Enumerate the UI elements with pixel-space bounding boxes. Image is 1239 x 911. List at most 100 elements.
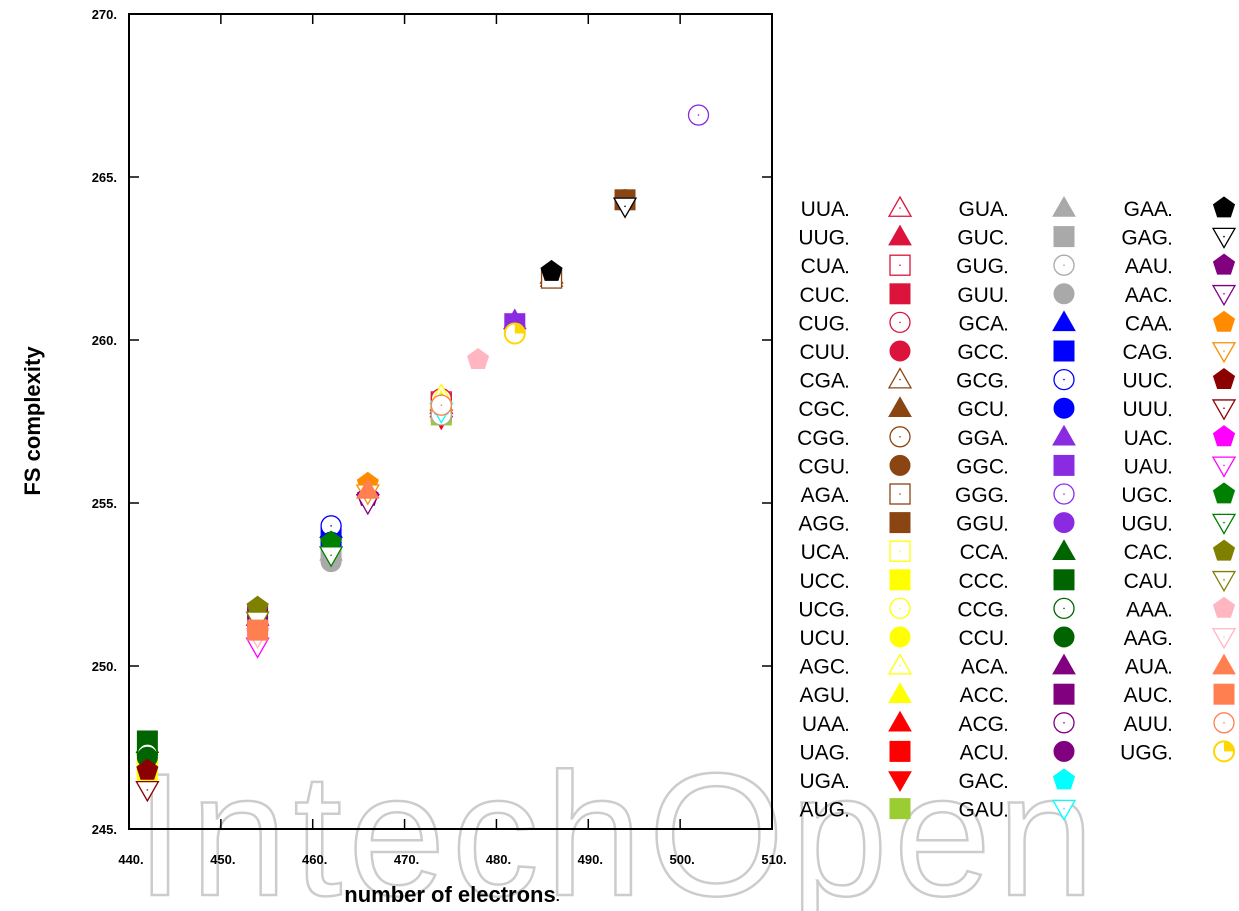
legend-label-dot <box>1005 357 1007 359</box>
legend-marker-gag <box>1211 227 1237 249</box>
legend-marker-acg <box>1053 712 1075 734</box>
legend-marker-cgc <box>888 396 912 417</box>
legend-label-dot <box>846 299 848 302</box>
legend-label: CUA <box>801 255 845 278</box>
legend-label: UCA <box>801 541 845 564</box>
legend-marker-auc <box>1213 683 1235 705</box>
legend-label: AAC <box>1125 284 1168 307</box>
legend-label-dot <box>1005 671 1007 674</box>
legend-label-dot <box>846 414 848 417</box>
legend-marker-agc <box>887 653 913 675</box>
legend-label-dot <box>1169 385 1171 388</box>
legend-label: AGA <box>801 484 845 507</box>
data-point-aaa <box>467 347 490 369</box>
legend-label-dot <box>1169 643 1171 645</box>
legend-label: UUG <box>798 227 845 250</box>
legend-label-dot <box>1169 557 1171 560</box>
legend-label-dot <box>1005 242 1007 245</box>
legend-marker-caa <box>1212 310 1236 332</box>
legend-label-dot <box>846 643 848 645</box>
data-point-auu <box>430 394 452 416</box>
legend-marker-ccu <box>1053 626 1075 648</box>
data-point-uuu <box>135 780 160 803</box>
legend-label: CAU <box>1124 570 1168 593</box>
legend-marker-aac <box>1211 284 1237 307</box>
legend-marker-uug <box>888 224 912 246</box>
x-tick-label: 470. <box>394 852 419 867</box>
legend-label-dot <box>1169 528 1171 531</box>
legend-label: AAU <box>1125 255 1168 278</box>
legend-label: UCC <box>800 570 846 593</box>
y-tick-label: 270. <box>92 7 117 22</box>
y-tick-label: 245. <box>92 822 117 837</box>
legend-marker-aua <box>1212 653 1236 675</box>
y-tick-label: 260. <box>92 333 117 348</box>
legend-marker-cua <box>889 254 911 276</box>
legend-label-dot <box>1005 271 1007 274</box>
legend-label: GAC <box>958 770 1004 793</box>
legend-label: UUC <box>1123 370 1169 393</box>
legend-marker-cac <box>1212 539 1236 561</box>
legend-label: CUC <box>800 284 846 307</box>
legend-marker-cug <box>889 311 911 334</box>
legend-label: UCG <box>798 598 845 621</box>
legend-label: ACU <box>960 741 1004 764</box>
legend-marker-gaa <box>1212 196 1236 218</box>
legend-label-dot <box>1005 414 1007 417</box>
legend-marker-uac <box>1212 425 1236 447</box>
legend-label: GCA <box>958 312 1004 335</box>
legend-label-dot <box>846 471 848 474</box>
legend-marker-aaa <box>1212 596 1236 618</box>
legend-marker-guc <box>1053 226 1075 248</box>
legend-label-dot <box>1005 728 1007 731</box>
legend-label-dot <box>846 500 848 502</box>
legend-marker-ucu <box>889 626 911 648</box>
legend-marker-ccc <box>1053 569 1075 591</box>
legend-label-dot <box>1005 385 1007 388</box>
legend-label-dot <box>846 442 848 445</box>
legend-label: CAC <box>1124 541 1168 564</box>
legend-marker-gca <box>1052 310 1076 332</box>
legend-marker-uca <box>889 540 911 562</box>
legend-label: CCC <box>959 570 1005 593</box>
legend-label-dot <box>846 671 848 674</box>
y-axis-label: FS complexity <box>20 346 45 496</box>
plot-frame <box>128 13 773 830</box>
legend-marker-gug <box>1053 254 1075 276</box>
legend-label: GCG <box>956 370 1004 393</box>
legend-label: AUU <box>1124 713 1168 736</box>
legend-label: GAG <box>1121 227 1168 250</box>
legend-label: AGG <box>798 513 845 536</box>
legend-label-dot <box>846 585 848 588</box>
legend-label: GGG <box>955 484 1004 507</box>
legend-marker-acc <box>1053 683 1075 705</box>
legend-label: AUC <box>1124 684 1168 707</box>
legend-label-dot <box>1169 442 1171 445</box>
legend-marker-cuc <box>889 283 911 305</box>
legend-label: ACC <box>960 684 1004 707</box>
legend-label-dot <box>846 528 848 531</box>
legend-label-dot <box>1169 500 1171 502</box>
legend-label: CUG <box>798 312 845 335</box>
legend-label: UUA <box>801 198 845 221</box>
legend-label-dot <box>1169 471 1171 474</box>
y-tick-label: 255. <box>92 496 117 511</box>
legend-label-dot <box>1005 757 1007 760</box>
legend-label-dot <box>1169 357 1171 359</box>
legend-marker-gua <box>1052 195 1076 217</box>
data-point-aua <box>355 477 380 499</box>
legend-marker-aag <box>1211 628 1237 650</box>
legend-marker-uuu <box>1211 399 1237 421</box>
legend-label-dot <box>1005 528 1007 531</box>
legend-marker-auu <box>1213 712 1235 734</box>
legend-label-dot <box>1169 757 1171 760</box>
x-tick-label: 460. <box>302 852 327 867</box>
legend-label-dot <box>846 557 848 560</box>
legend-marker-ugu <box>1211 513 1237 535</box>
legend-label: CCU <box>959 627 1005 650</box>
legend-marker-agu <box>888 682 912 703</box>
legend-label-dot <box>846 757 848 760</box>
legend-marker-ugg <box>1213 740 1235 763</box>
legend-label: AGC <box>799 656 845 679</box>
